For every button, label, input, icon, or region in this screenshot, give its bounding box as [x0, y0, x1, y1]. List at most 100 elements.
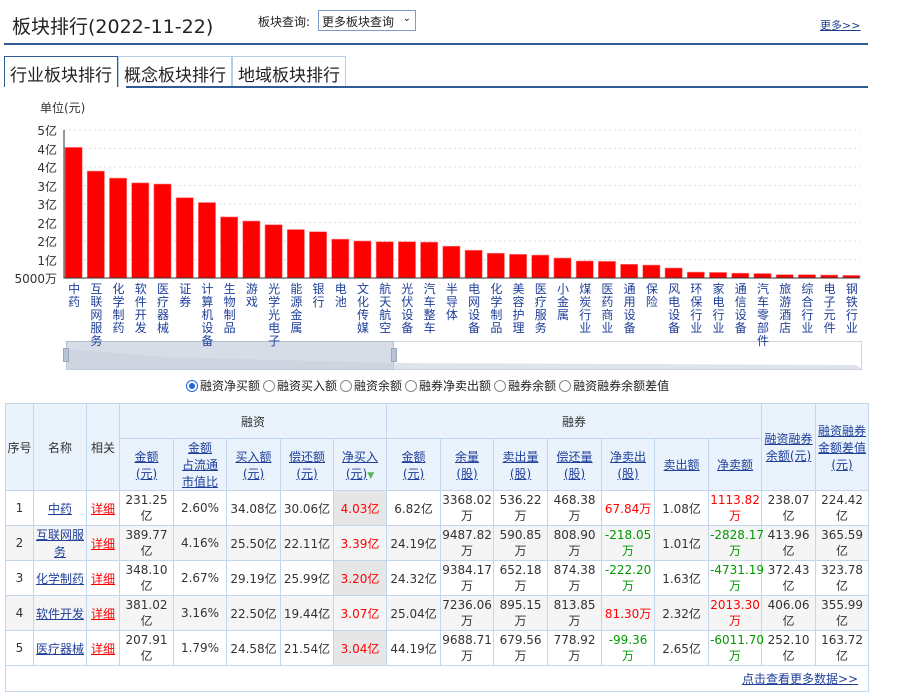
cell-value: 3.07亿 — [332, 595, 388, 631]
cell-value: 24.58亿 — [226, 630, 281, 666]
bar-化学制药[interactable] — [109, 177, 127, 279]
bar-银行[interactable] — [309, 231, 327, 279]
x-tick-label: 电池 — [334, 282, 347, 309]
bar-电网设备[interactable] — [464, 249, 483, 279]
radio-button[interactable] — [186, 379, 198, 392]
cell-value: 536.22万 — [493, 490, 549, 526]
bar-计算机设备[interactable] — [198, 202, 216, 279]
tab-industry[interactable]: 行业板块排行 — [4, 56, 118, 87]
detail-link[interactable]: 详细 — [86, 525, 120, 561]
header-net-sell-amount[interactable]: 净卖额 — [708, 438, 763, 491]
header-sell-volume[interactable]: 卖出量 (股) — [493, 438, 549, 491]
header-fin-amount[interactable]: 金额 (元) — [119, 438, 174, 491]
cell-value: 9688.71万 — [440, 630, 495, 666]
bar-航天航空[interactable] — [375, 241, 394, 279]
radio-button[interactable] — [559, 379, 572, 392]
tab-region[interactable]: 地域板块排行 — [232, 56, 346, 87]
cell-value: -222.20万 — [601, 560, 656, 596]
radio-financing-buy[interactable]: 融资买入额 — [263, 377, 337, 394]
bar-电池[interactable] — [331, 238, 350, 279]
header-fin-net-buy[interactable]: 净买入 (元)▼ — [332, 438, 388, 491]
bar-化学制品[interactable] — [486, 252, 505, 279]
cell-value: 406.06亿 — [761, 595, 817, 631]
cell-value: 238.07亿 — [761, 490, 817, 526]
bar-保险[interactable] — [642, 264, 661, 279]
bar-能源金属[interactable] — [286, 229, 305, 279]
detail-link[interactable]: 详细 — [86, 490, 120, 526]
radio-button[interactable] — [405, 379, 418, 392]
header-short-volume[interactable]: 余量 (股) — [440, 438, 495, 491]
header-total-balance[interactable]: 融资融券 余额(元) — [761, 403, 817, 491]
header-fin-buy[interactable]: 买入额 (元) — [226, 438, 281, 491]
bar-光学光电子[interactable] — [264, 224, 283, 279]
detail-link[interactable]: 详细 — [86, 595, 120, 631]
bar-互联网服务[interactable] — [86, 170, 105, 279]
bar-通用设备[interactable] — [620, 264, 639, 279]
header-short-amount[interactable]: 金额 (元) — [386, 438, 442, 491]
sector-query-select[interactable]: 更多板块查询 ⌄ — [318, 10, 416, 31]
bar-医疗器械[interactable] — [153, 183, 172, 279]
y-tick-label: 4亿 — [37, 142, 57, 157]
cell-value: -4731.19万 — [708, 560, 764, 596]
bar-中药[interactable] — [64, 147, 83, 279]
radio-financing-balance[interactable]: 融资余额 — [340, 377, 402, 394]
x-tick-label: 半导体 — [445, 282, 458, 322]
bar-美容护理[interactable] — [509, 254, 527, 279]
cell-value: 389.77亿 — [119, 525, 174, 561]
bar-游戏[interactable] — [242, 220, 261, 279]
y-tick-label: 5000万 — [14, 272, 57, 286]
header-fin-ratio[interactable]: 金额 占流通 市值比 — [173, 438, 227, 491]
radio-button[interactable] — [494, 379, 507, 392]
cell-value: 652.18万 — [493, 560, 549, 596]
slider-handle-left[interactable] — [63, 348, 69, 362]
cell-value: 224.42亿 — [815, 490, 870, 526]
bar-汽车整车[interactable] — [420, 241, 439, 279]
bar-小金属[interactable] — [553, 257, 572, 279]
bar-文化传媒[interactable] — [353, 240, 372, 279]
radio-button[interactable] — [263, 379, 276, 392]
radio-short-balance[interactable]: 融券余额 — [494, 377, 556, 394]
header-net-sell[interactable]: 净卖出 (股) — [601, 438, 656, 491]
bar-证券[interactable] — [175, 197, 194, 279]
bar-家电行业[interactable] — [709, 272, 727, 279]
cell-value: 3368.02万 — [440, 490, 495, 526]
bar-医药商业[interactable] — [598, 261, 616, 279]
bar-环保行业[interactable] — [686, 271, 705, 279]
radio-button[interactable] — [340, 379, 353, 392]
bar-煤炭行业[interactable] — [575, 260, 594, 279]
cell-value: 24.19亿 — [386, 525, 442, 561]
detail-link[interactable]: 详细 — [86, 560, 120, 596]
bar-光伏设备[interactable] — [398, 241, 416, 279]
bar-医疗服务[interactable] — [531, 254, 550, 279]
header-repay-volume[interactable]: 偿还量 (股) — [547, 438, 603, 491]
bar-汽车零部件[interactable] — [753, 273, 772, 279]
tab-concept[interactable]: 概念板块排行 — [118, 56, 232, 87]
bar-通信设备[interactable] — [731, 272, 750, 279]
sector-name-link[interactable]: 软件开发 — [33, 595, 87, 631]
slider-handle-right[interactable] — [391, 348, 397, 362]
cell-value: 207.91亿 — [119, 630, 174, 666]
header-fin-repay[interactable]: 偿还额 (元) — [280, 438, 334, 491]
cell-value: 1.79% — [173, 630, 227, 666]
detail-link[interactable]: 详细 — [86, 630, 120, 666]
more-link[interactable]: 更多>> — [820, 19, 861, 32]
radio-financing-net-buy[interactable]: 融资净买额 — [186, 377, 260, 394]
query-label: 板块查询: — [258, 15, 311, 29]
select-value: 更多板块查询 — [322, 15, 395, 29]
sector-name-link[interactable]: 化学制药 — [33, 560, 87, 596]
view-more-data-link[interactable]: 点击查看更多数据>> — [741, 672, 859, 686]
sector-name-link[interactable]: 互联网服务 — [33, 525, 87, 561]
table-footer: 点击查看更多数据>> — [4, 665, 870, 692]
radio-short-net-sell[interactable]: 融券净卖出额 — [405, 377, 491, 394]
sort-desc-icon: ▼ — [367, 470, 375, 481]
bar-半导体[interactable] — [442, 245, 461, 279]
header-balance-diff[interactable]: 融资融券 金额差值 (元) — [815, 403, 870, 491]
sector-name-link[interactable]: 中药 — [33, 490, 87, 526]
radio-balance-diff[interactable]: 融资融券余额差值 — [559, 377, 669, 394]
sector-name-link[interactable]: 医疗器械 — [33, 630, 87, 666]
bar-风电设备[interactable] — [664, 267, 683, 279]
bar-生物制品[interactable] — [220, 216, 239, 279]
header-sell-amount[interactable]: 卖出额 — [654, 438, 710, 491]
bar-软件开发[interactable] — [131, 182, 150, 279]
y-tick-label: 3亿 — [37, 179, 57, 194]
